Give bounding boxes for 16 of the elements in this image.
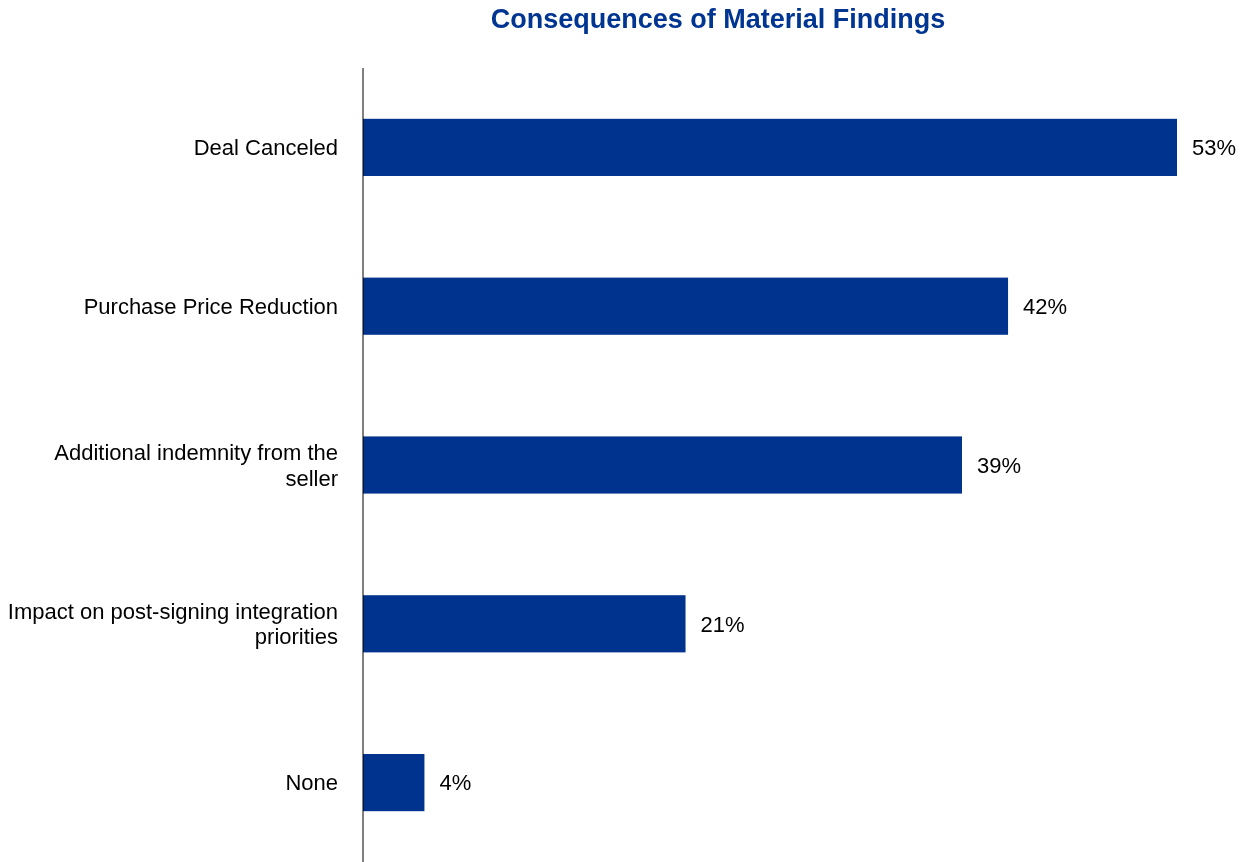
y-tick-label: None (285, 770, 338, 796)
y-tick-label: Purchase Price Reduction (83, 293, 338, 319)
y-tick-label: Deal Canceled (193, 135, 338, 161)
chart-title: Consequences of Material Findings (490, 4, 946, 34)
data-label: 42% (1023, 293, 1068, 319)
y-tick-label: Additional indemnity from the seller (54, 439, 338, 491)
bar (363, 595, 686, 653)
data-label: 39% (976, 452, 1022, 478)
y-tick-label: Impact on post-signing integration priorities (7, 598, 338, 650)
data-label: 21% (700, 611, 745, 637)
data-label: 4% (439, 770, 472, 796)
bar (363, 277, 1009, 335)
data-label: 53% (1192, 135, 1237, 161)
bar (363, 436, 962, 494)
bar (363, 754, 425, 812)
bar (363, 118, 1177, 176)
